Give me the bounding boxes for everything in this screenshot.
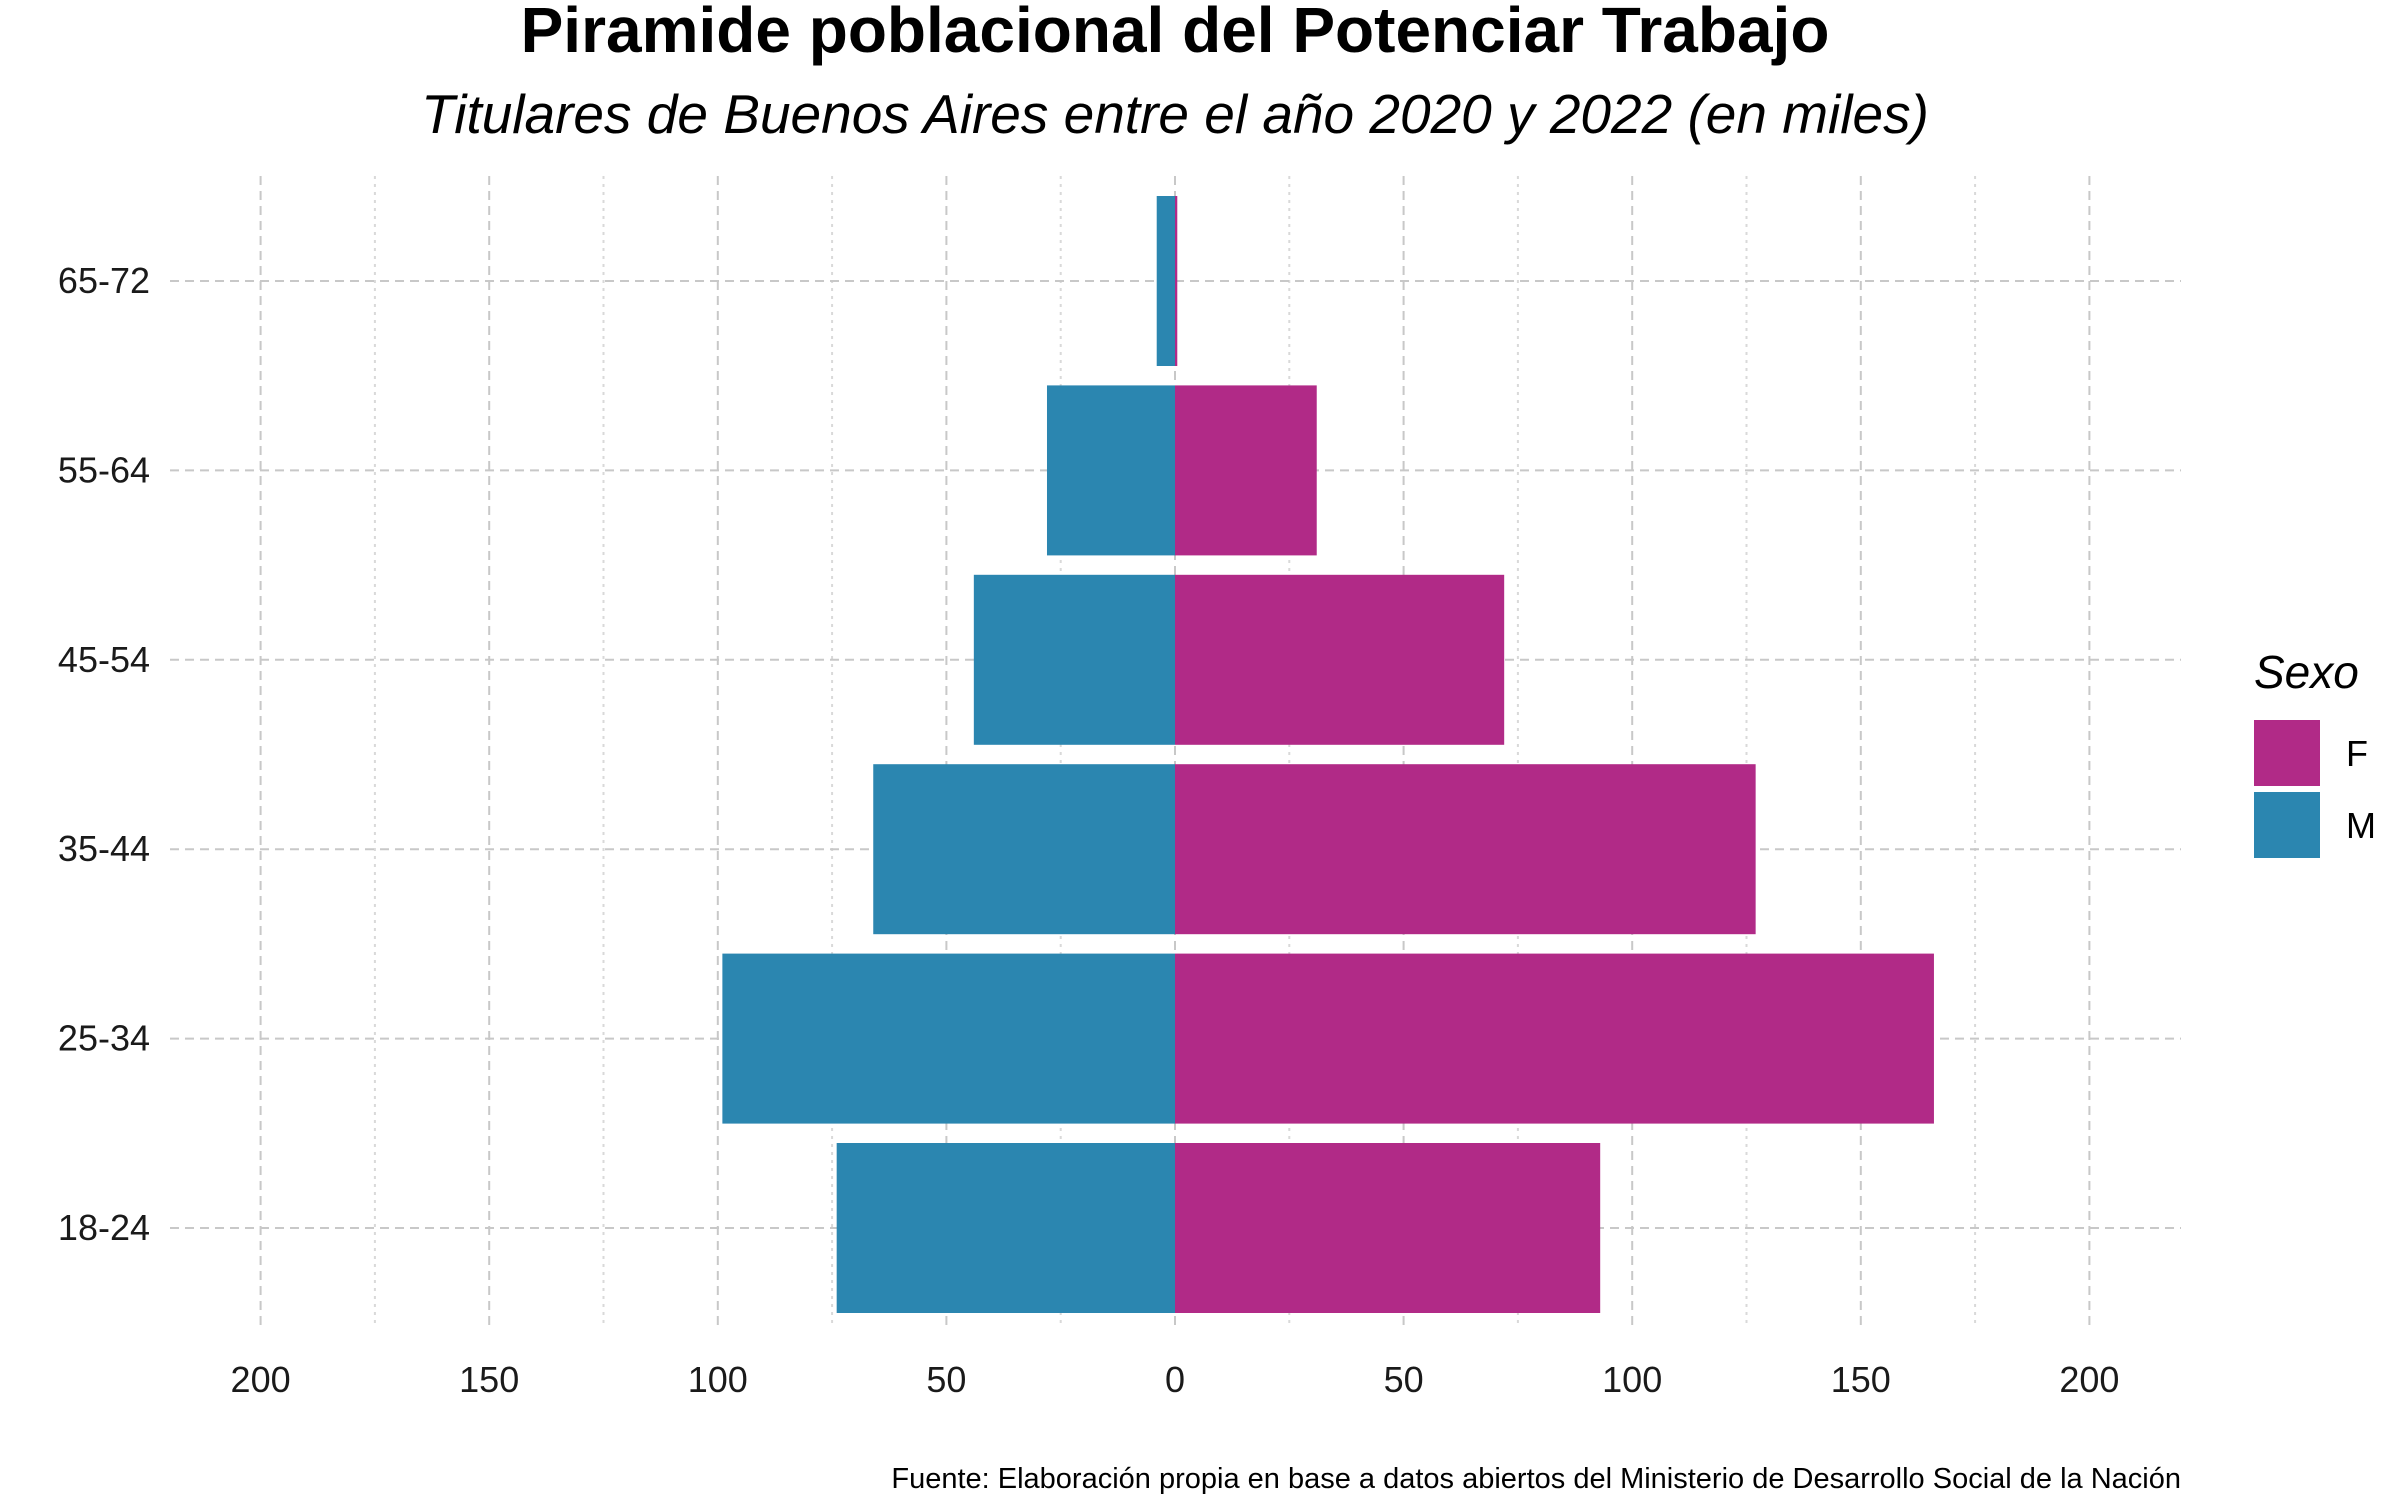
bar-m-18-24 bbox=[836, 1143, 1175, 1313]
y-tick-label: 18-24 bbox=[58, 1207, 150, 1248]
x-tick-label: 150 bbox=[459, 1359, 519, 1400]
legend-key-f bbox=[2254, 720, 2320, 786]
y-tick-label: 55-64 bbox=[58, 449, 150, 490]
chart-subtitle: Titulares de Buenos Aires entre el año 2… bbox=[421, 83, 1929, 145]
legend-key-m bbox=[2254, 792, 2320, 858]
y-axis-tick-labels: 18-24 25-34 35-44 45-54 55-64 65-72 bbox=[58, 260, 150, 1248]
legend-label-f: F bbox=[2346, 733, 2368, 774]
legend: Sexo F M bbox=[2254, 646, 2376, 858]
x-tick-label: 200 bbox=[231, 1359, 291, 1400]
y-tick-label: 45-54 bbox=[58, 639, 150, 680]
chart-caption: Fuente: Elaboración propia en base a dat… bbox=[891, 1463, 2181, 1495]
x-axis-tick-labels: 200 150 100 50 0 50 100 150 200 bbox=[231, 1359, 2120, 1400]
x-tick-label: 50 bbox=[926, 1359, 966, 1400]
x-tick-label: 150 bbox=[1831, 1359, 1891, 1400]
bar-f-18-24 bbox=[1175, 1143, 1601, 1313]
x-tick-label: 50 bbox=[1384, 1359, 1424, 1400]
x-tick-label: 200 bbox=[2059, 1359, 2119, 1400]
x-tick-label: 100 bbox=[1602, 1359, 1662, 1400]
bar-m-35-44 bbox=[873, 764, 1175, 935]
y-tick-label: 65-72 bbox=[58, 260, 150, 301]
bar-f-35-44 bbox=[1175, 764, 1756, 935]
bar-m-65-72 bbox=[1156, 196, 1175, 366]
bar-f-45-54 bbox=[1175, 574, 1505, 745]
bar-m-45-54 bbox=[973, 574, 1175, 745]
bar-f-65-72 bbox=[1175, 196, 1178, 366]
bar-m-55-64 bbox=[1046, 385, 1175, 556]
chart-title: Piramide poblacional del Potenciar Traba… bbox=[521, 0, 1830, 66]
y-tick-label: 35-44 bbox=[58, 828, 150, 869]
bar-f-55-64 bbox=[1175, 385, 1317, 556]
y-tick-label: 25-34 bbox=[58, 1018, 150, 1059]
bar-m-25-34 bbox=[722, 953, 1175, 1124]
legend-title: Sexo bbox=[2254, 646, 2359, 698]
bar-f-25-34 bbox=[1175, 953, 1934, 1124]
x-tick-label: 100 bbox=[688, 1359, 748, 1400]
bars bbox=[722, 196, 1934, 1313]
legend-label-m: M bbox=[2346, 805, 2376, 846]
x-tick-label: 0 bbox=[1165, 1359, 1185, 1400]
